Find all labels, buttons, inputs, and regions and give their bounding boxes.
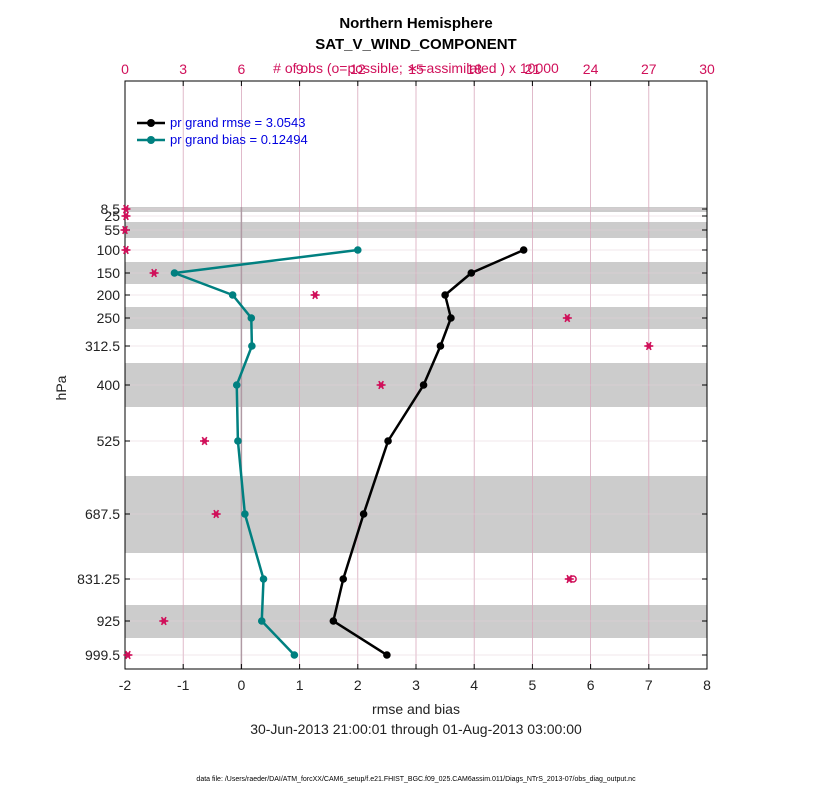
bias-point — [228, 291, 237, 299]
y-tick-label: 55 — [104, 222, 120, 238]
y-tick-label: 312.5 — [85, 338, 120, 354]
bias-point — [354, 246, 362, 254]
rmse-point — [359, 510, 368, 518]
top-tick-label: 21 — [525, 61, 541, 77]
bias-point — [170, 269, 179, 277]
obs-assimilated-marker — [159, 616, 169, 626]
top-tick-label: 9 — [296, 61, 304, 77]
rmse-point — [441, 291, 449, 299]
obs-assimilated-marker — [123, 650, 133, 660]
bias-point — [248, 342, 256, 350]
rmse-point — [519, 246, 528, 254]
bias-point — [234, 437, 242, 445]
y-tick-label: 150 — [97, 265, 121, 281]
obs-assimilated-marker — [200, 436, 210, 446]
chart-title: Northern Hemisphere — [339, 15, 492, 32]
top-tick-label: 12 — [350, 61, 366, 77]
rmse-point — [339, 575, 348, 583]
x-tick-label: 7 — [645, 677, 653, 693]
legend-bias-marker — [147, 136, 155, 144]
top-axis-ticks: 0 3 6 9 12 15 18 21 24 27 30 — [121, 61, 715, 86]
obs-assimilated-marker — [120, 225, 130, 235]
x-tick-label: 2 — [354, 677, 362, 693]
rmse-point — [384, 437, 392, 445]
y-tick-label: 8.5 — [101, 201, 121, 217]
x-tick-label: -1 — [177, 677, 190, 693]
y-tick-label: 400 — [97, 377, 121, 393]
rmse-point — [467, 269, 476, 277]
x-tick-label: 5 — [529, 677, 537, 693]
top-tick-label: 24 — [583, 61, 599, 77]
x-axis-label: rmse and bias — [372, 701, 460, 717]
legend-rmse-text: pr grand rmse = 3.0543 — [170, 115, 306, 130]
y-tick-label: 999.5 — [85, 647, 120, 663]
top-tick-label: 3 — [179, 61, 187, 77]
x-tick-label: 1 — [296, 677, 304, 693]
y-tick-label: 687.5 — [85, 506, 120, 522]
y-axis-label: hPa — [53, 375, 69, 400]
bias-point — [290, 651, 299, 659]
legend: pr grand rmse = 3.0543 pr grand bias = 0… — [137, 115, 308, 147]
y-tick-label: 525 — [97, 433, 121, 449]
top-tick-label: 27 — [641, 61, 657, 77]
y-tick-label: 25 — [104, 208, 120, 224]
x-axis-ticks: -2 -1 0 1 2 3 4 5 6 7 8 — [119, 664, 711, 693]
top-axis-label: # of obs (o=possible; ∗=assimilated ) x … — [273, 60, 559, 76]
x-tick-label: 8 — [703, 677, 711, 693]
rmse-point — [419, 381, 428, 389]
top-tick-label: 6 — [238, 61, 246, 77]
chart-subtitle: SAT_V_WIND_COMPONENT — [315, 36, 516, 53]
top-tick-label: 0 — [121, 61, 129, 77]
top-tick-label: 30 — [699, 61, 715, 77]
y-tick-label: 831.25 — [77, 571, 120, 587]
y-tick-label: 250 — [97, 310, 121, 326]
y-tick-label: 100 — [97, 242, 121, 258]
top-tick-label: 18 — [466, 61, 482, 77]
bias-point — [232, 381, 241, 389]
x-tick-label: 3 — [412, 677, 420, 693]
y-tick-label: 925 — [97, 613, 121, 629]
obs-assimilated-marker — [310, 290, 320, 300]
date-range: 30-Jun-2013 21:00:01 through 01-Aug-2013… — [250, 721, 582, 737]
obs-assimilated-marker — [211, 509, 221, 519]
top-tick-label: 15 — [408, 61, 424, 77]
rmse-point — [329, 617, 338, 625]
bias-point — [259, 575, 268, 583]
rmse-point — [447, 314, 455, 322]
x-tick-label: -2 — [119, 677, 132, 693]
obs-assimilated-marker — [121, 245, 131, 255]
rmse-point — [383, 651, 391, 659]
legend-rmse-marker — [147, 119, 155, 127]
x-tick-label: 4 — [470, 677, 478, 693]
x-tick-label: 6 — [587, 677, 595, 693]
rmse-point — [436, 342, 445, 350]
data-series — [170, 246, 528, 659]
obs-assimilated-marker — [149, 268, 159, 278]
bias-point — [241, 510, 249, 518]
y-tick-label: 200 — [97, 287, 121, 303]
x-tick-label: 0 — [238, 677, 246, 693]
bias-point — [247, 314, 256, 322]
obs-assimilated-marker — [562, 313, 572, 323]
obs-possible-marker — [569, 575, 577, 583]
obs-assimilated-marker — [644, 341, 654, 351]
obs-markers — [120, 204, 654, 660]
obs-assimilated-marker — [121, 211, 131, 221]
bias-point — [257, 617, 266, 625]
footnote: data file: /Users/raeder/DAI/ATM_forcXX/… — [196, 776, 636, 783]
obs-assimilated-marker — [376, 380, 386, 390]
obs-assimilated-marker — [121, 204, 131, 214]
legend-bias-text: pr grand bias = 0.12494 — [170, 132, 308, 147]
